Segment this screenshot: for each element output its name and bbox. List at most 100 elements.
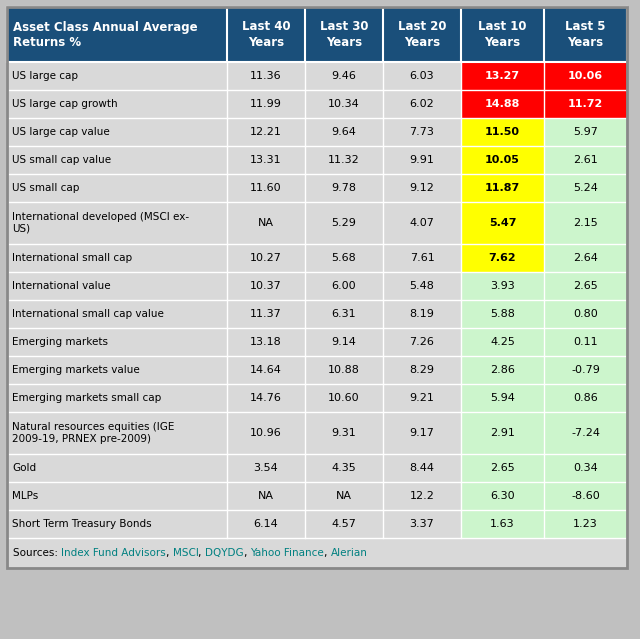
Bar	[383, 328, 461, 356]
Text: 3.37: 3.37	[410, 519, 435, 529]
Bar	[227, 384, 305, 412]
Text: 5.48: 5.48	[410, 281, 435, 291]
Text: US small cap value: US small cap value	[12, 155, 111, 165]
Bar	[544, 454, 627, 482]
Text: 14.64: 14.64	[250, 365, 282, 375]
Bar	[544, 328, 627, 356]
Text: 4.57: 4.57	[332, 519, 356, 529]
Bar	[383, 482, 461, 510]
Text: ,: ,	[244, 548, 250, 558]
Text: 0.11: 0.11	[573, 337, 598, 347]
Bar	[461, 356, 544, 384]
Bar	[7, 454, 227, 482]
Bar	[383, 384, 461, 412]
Text: 5.88: 5.88	[490, 309, 515, 319]
Text: NA: NA	[258, 491, 274, 501]
Text: 6.31: 6.31	[332, 309, 356, 319]
Text: Index Fund Advisors: Index Fund Advisors	[61, 548, 166, 558]
Text: 4.25: 4.25	[490, 337, 515, 347]
Text: Alerian: Alerian	[331, 548, 367, 558]
Text: Emerging markets: Emerging markets	[12, 337, 108, 347]
Text: 9.21: 9.21	[410, 393, 435, 403]
Text: 6.02: 6.02	[410, 99, 435, 109]
Bar	[383, 146, 461, 174]
Bar	[227, 146, 305, 174]
Bar	[305, 146, 383, 174]
Text: 10.96: 10.96	[250, 428, 282, 438]
Bar	[227, 356, 305, 384]
Bar	[383, 118, 461, 146]
Text: -8.60: -8.60	[571, 491, 600, 501]
Text: 7.73: 7.73	[410, 127, 435, 137]
Bar	[544, 300, 627, 328]
Bar	[383, 174, 461, 202]
Text: 10.06: 10.06	[568, 71, 603, 81]
Text: Asset Class Annual Average
Returns %: Asset Class Annual Average Returns %	[13, 20, 198, 49]
Bar	[7, 118, 227, 146]
Text: -0.79: -0.79	[571, 365, 600, 375]
Bar	[461, 412, 544, 454]
Text: 2.61: 2.61	[573, 155, 598, 165]
Bar	[227, 244, 305, 272]
Bar	[305, 272, 383, 300]
Bar	[7, 244, 227, 272]
Bar	[227, 328, 305, 356]
Text: Last 30
Years: Last 30 Years	[320, 20, 368, 49]
Bar	[227, 454, 305, 482]
Text: 7.62: 7.62	[489, 253, 516, 263]
Text: 7.61: 7.61	[410, 253, 435, 263]
Text: 5.94: 5.94	[490, 393, 515, 403]
Bar	[7, 174, 227, 202]
Text: DQYDG: DQYDG	[205, 548, 244, 558]
Bar	[227, 412, 305, 454]
Text: Last 5
Years: Last 5 Years	[565, 20, 605, 49]
Bar	[227, 272, 305, 300]
Text: 8.29: 8.29	[410, 365, 435, 375]
Text: 9.31: 9.31	[332, 428, 356, 438]
Bar	[461, 244, 544, 272]
Text: International developed (MSCI ex-
US): International developed (MSCI ex- US)	[12, 212, 189, 234]
Bar	[305, 174, 383, 202]
Text: ,: ,	[324, 548, 331, 558]
Bar	[383, 356, 461, 384]
Bar	[305, 62, 383, 90]
Text: Yahoo Finance: Yahoo Finance	[250, 548, 324, 558]
Bar	[7, 538, 627, 568]
Text: 11.87: 11.87	[485, 183, 520, 193]
Text: 13.31: 13.31	[250, 155, 282, 165]
Text: MLPs: MLPs	[12, 491, 38, 501]
Text: Last 40
Years: Last 40 Years	[242, 20, 291, 49]
Bar	[7, 202, 227, 244]
Bar	[305, 384, 383, 412]
Bar	[461, 328, 544, 356]
Text: 7.26: 7.26	[410, 337, 435, 347]
Text: 14.76: 14.76	[250, 393, 282, 403]
Text: 5.24: 5.24	[573, 183, 598, 193]
Text: 5.97: 5.97	[573, 127, 598, 137]
Bar	[383, 454, 461, 482]
Bar	[227, 300, 305, 328]
Text: 9.64: 9.64	[332, 127, 356, 137]
Bar	[227, 118, 305, 146]
Bar	[305, 412, 383, 454]
Bar	[383, 272, 461, 300]
Bar	[383, 62, 461, 90]
Text: 4.35: 4.35	[332, 463, 356, 473]
Bar	[305, 328, 383, 356]
Bar	[7, 146, 227, 174]
Bar	[544, 384, 627, 412]
Bar	[7, 62, 227, 90]
Text: US large cap value: US large cap value	[12, 127, 109, 137]
Bar	[461, 510, 544, 538]
Text: Sources:: Sources:	[13, 548, 61, 558]
Text: 10.27: 10.27	[250, 253, 282, 263]
Text: International small cap: International small cap	[12, 253, 132, 263]
Text: International small cap value: International small cap value	[12, 309, 164, 319]
Bar	[544, 244, 627, 272]
Text: 9.46: 9.46	[332, 71, 356, 81]
Bar	[461, 272, 544, 300]
Bar	[461, 174, 544, 202]
Text: 5.68: 5.68	[332, 253, 356, 263]
Bar	[7, 482, 227, 510]
Bar	[461, 118, 544, 146]
